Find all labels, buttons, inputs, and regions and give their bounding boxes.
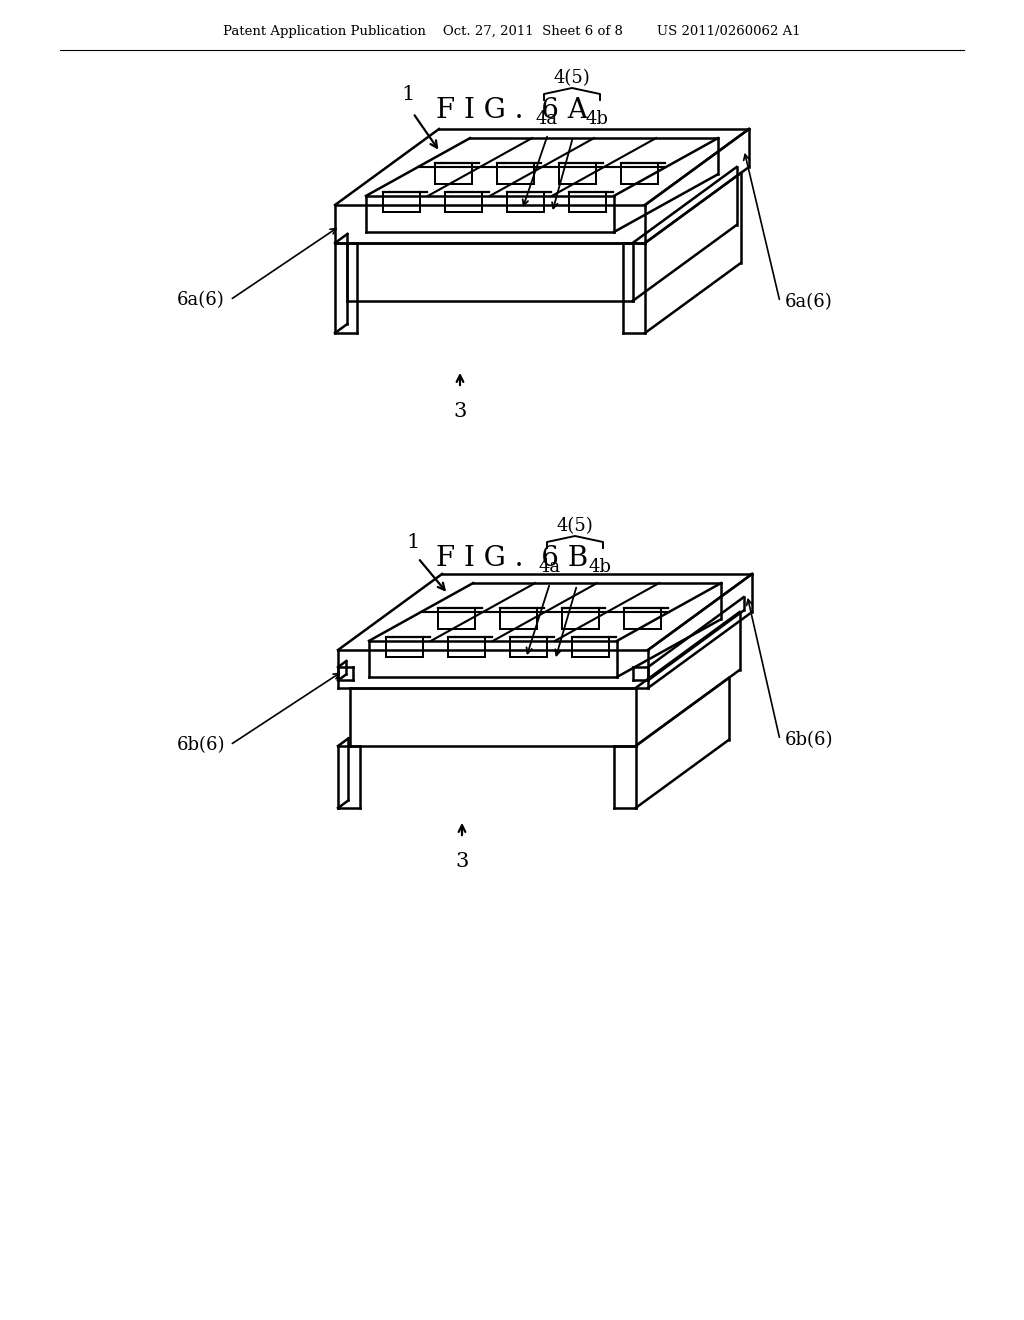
Text: 1: 1 [401, 86, 415, 104]
Text: 6b(6): 6b(6) [176, 737, 225, 754]
Text: 6a(6): 6a(6) [785, 293, 833, 312]
Text: 4(5): 4(5) [557, 517, 593, 535]
Text: 4(5): 4(5) [554, 69, 591, 87]
Text: F I G .  6 A: F I G . 6 A [436, 96, 588, 124]
Text: 1: 1 [407, 532, 420, 552]
Text: 4a: 4a [536, 110, 558, 128]
Text: 3: 3 [456, 851, 469, 871]
Text: F I G .  6 B: F I G . 6 B [436, 544, 588, 572]
Text: 3: 3 [454, 403, 467, 421]
Text: 4b: 4b [586, 110, 608, 128]
Text: 4a: 4a [539, 558, 561, 576]
Text: Patent Application Publication    Oct. 27, 2011  Sheet 6 of 8        US 2011/026: Patent Application Publication Oct. 27, … [223, 25, 801, 38]
Text: 6a(6): 6a(6) [177, 290, 225, 309]
Text: 4b: 4b [589, 558, 611, 576]
Text: 6b(6): 6b(6) [785, 731, 834, 748]
